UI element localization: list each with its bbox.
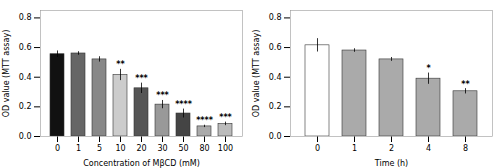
svg-text:*: * — [426, 64, 431, 73]
svg-text:0.2: 0.2 — [19, 102, 32, 111]
svg-text:***: *** — [219, 113, 232, 122]
svg-text:100: 100 — [218, 144, 233, 153]
svg-text:8: 8 — [463, 144, 468, 153]
svg-text:**: ** — [461, 80, 470, 89]
svg-text:OD value (MTT assay): OD value (MTT assay) — [252, 30, 261, 118]
svg-text:****: **** — [196, 116, 214, 125]
svg-text:10: 10 — [115, 144, 125, 153]
svg-text:0.6: 0.6 — [269, 43, 282, 52]
svg-text:80: 80 — [199, 144, 209, 153]
svg-text:0.8: 0.8 — [269, 13, 282, 22]
svg-text:30: 30 — [157, 144, 167, 153]
svg-text:****: **** — [175, 100, 193, 109]
svg-text:1: 1 — [352, 144, 357, 153]
svg-text:OD value (MTT assay): OD value (MTT assay) — [2, 30, 11, 118]
svg-text:0.2: 0.2 — [269, 102, 282, 111]
svg-text:0.0: 0.0 — [19, 132, 32, 141]
svg-text:4: 4 — [426, 144, 431, 153]
svg-text:50: 50 — [178, 144, 188, 153]
svg-text:0.8: 0.8 — [19, 13, 32, 22]
svg-text:Concentration of MβCD (mM): Concentration of MβCD (mM) — [83, 159, 200, 168]
svg-text:0.4: 0.4 — [19, 73, 32, 82]
svg-text:***: *** — [135, 74, 148, 83]
svg-text:0: 0 — [55, 144, 60, 153]
svg-text:**: ** — [116, 60, 125, 69]
svg-text:0.6: 0.6 — [19, 43, 32, 52]
svg-text:0: 0 — [315, 144, 320, 153]
svg-text:Time (h): Time (h) — [374, 159, 408, 168]
svg-text:1: 1 — [76, 144, 81, 153]
svg-text:0.4: 0.4 — [269, 73, 282, 82]
svg-text:20: 20 — [136, 144, 146, 153]
svg-text:0.0: 0.0 — [269, 132, 282, 141]
svg-text:2: 2 — [389, 144, 394, 153]
svg-text:5: 5 — [97, 144, 102, 153]
svg-text:***: *** — [156, 91, 169, 100]
